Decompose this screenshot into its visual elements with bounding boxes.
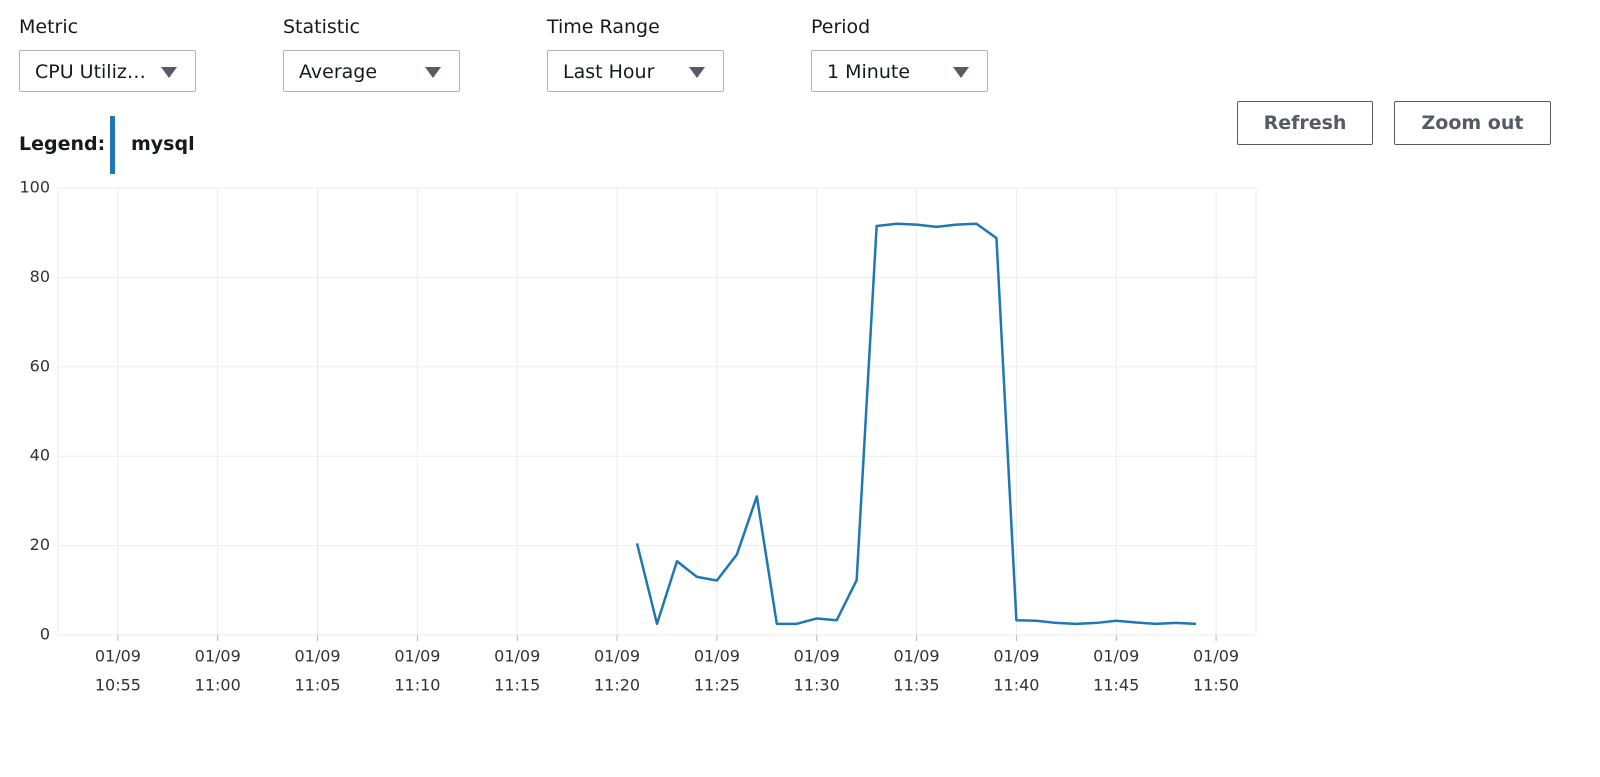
x-tick-date: 01/09 [295, 647, 341, 666]
control-label: Statistic [283, 16, 360, 38]
y-tick-label: 0 [40, 625, 50, 644]
x-tick-date: 01/09 [494, 647, 540, 666]
x-tick-date: 01/09 [594, 647, 640, 666]
data-line [635, 222, 1197, 626]
y-tick-label: 40 [30, 446, 50, 465]
plot-frame [57, 187, 1257, 636]
chart: 0 20 40 60 80 100 01/09 10:55 01/09 11:00 01/09 11:… [19, 178, 1257, 695]
x-tick-date: 01/09 [1193, 647, 1239, 666]
legend-label: Legend: [19, 133, 106, 155]
x-tick-time: 11:45 [1093, 676, 1139, 695]
x-tick-time: 11:35 [894, 676, 940, 695]
x-tick-date: 01/09 [95, 647, 141, 666]
y-tick-label: 100 [19, 178, 50, 197]
y-tick-label: 20 [30, 535, 50, 554]
x-tick-date: 01/09 [794, 647, 840, 666]
x-tick-date: 01/09 [195, 647, 241, 666]
x-tick-time: 11:20 [594, 676, 640, 695]
x-tick-date: 01/09 [394, 647, 440, 666]
y-tick-label: 80 [30, 267, 50, 286]
metric-dropdown[interactable]: CPU Utiliz… [19, 50, 196, 92]
legend-swatch [110, 116, 115, 174]
control-label: Period [811, 16, 871, 38]
refresh-button[interactable]: Refresh [1237, 101, 1373, 145]
time-range-dropdown[interactable]: Last Hour [547, 50, 724, 92]
control-label: Metric [19, 16, 79, 38]
x-tick-date: 01/09 [694, 647, 740, 666]
period-dropdown[interactable]: 1 Minute [811, 50, 988, 92]
x-tick-date: 01/09 [1093, 647, 1139, 666]
x-tick-time: 11:10 [394, 676, 440, 695]
control-label: Time Range [547, 16, 660, 38]
x-tick-time: 11:25 [694, 676, 740, 695]
x-tick-time: 11:50 [1193, 676, 1239, 695]
y-tick-label: 60 [30, 356, 50, 375]
x-tick-time: 11:05 [295, 676, 341, 695]
x-tick-time: 11:00 [195, 676, 241, 695]
x-tick-time: 11:15 [494, 676, 540, 695]
x-tick-time: 11:30 [794, 676, 840, 695]
legend-entry[interactable]: mysql [131, 133, 195, 155]
x-tick-time: 10:55 [95, 676, 141, 695]
x-tick-time: 11:40 [993, 676, 1039, 695]
statistic-dropdown[interactable]: Average [283, 50, 460, 92]
x-tick-date: 01/09 [993, 647, 1039, 666]
x-tick-date: 01/09 [894, 647, 940, 666]
zoom-out-button[interactable]: Zoom out [1394, 101, 1551, 145]
